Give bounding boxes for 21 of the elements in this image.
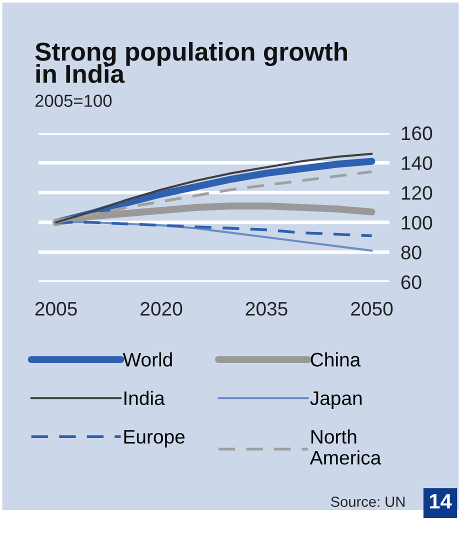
- y-tick-label: 100: [402, 216, 432, 230]
- y-tick-label: 140: [402, 156, 432, 170]
- chart-subtitle: 2005=100: [35, 94, 112, 107]
- y-tick-label: 160: [402, 126, 432, 140]
- text: 14: [430, 494, 452, 508]
- legend-label: India: [124, 390, 165, 406]
- x-tick-label: 2050: [351, 302, 393, 316]
- legend-label: World: [122, 352, 172, 367]
- legend-label: Europe: [124, 430, 185, 448]
- x-tick-label: 2005: [35, 302, 77, 316]
- line-series: [54, 170, 374, 224]
- legend-label: China: [310, 352, 361, 367]
- chart-title: Strong population growth in India: [35, 42, 347, 84]
- source-note: Source: UN: [330, 496, 404, 507]
- y-tick-label: 80: [401, 246, 422, 260]
- y-tick-label: 120: [402, 186, 432, 200]
- legend-label: Japan: [310, 392, 362, 409]
- y-tick-label: 60: [401, 275, 422, 290]
- x-tick-label: 2035: [246, 302, 288, 316]
- legend-label: North America: [310, 429, 382, 465]
- x-tick-label: 2020: [140, 302, 182, 316]
